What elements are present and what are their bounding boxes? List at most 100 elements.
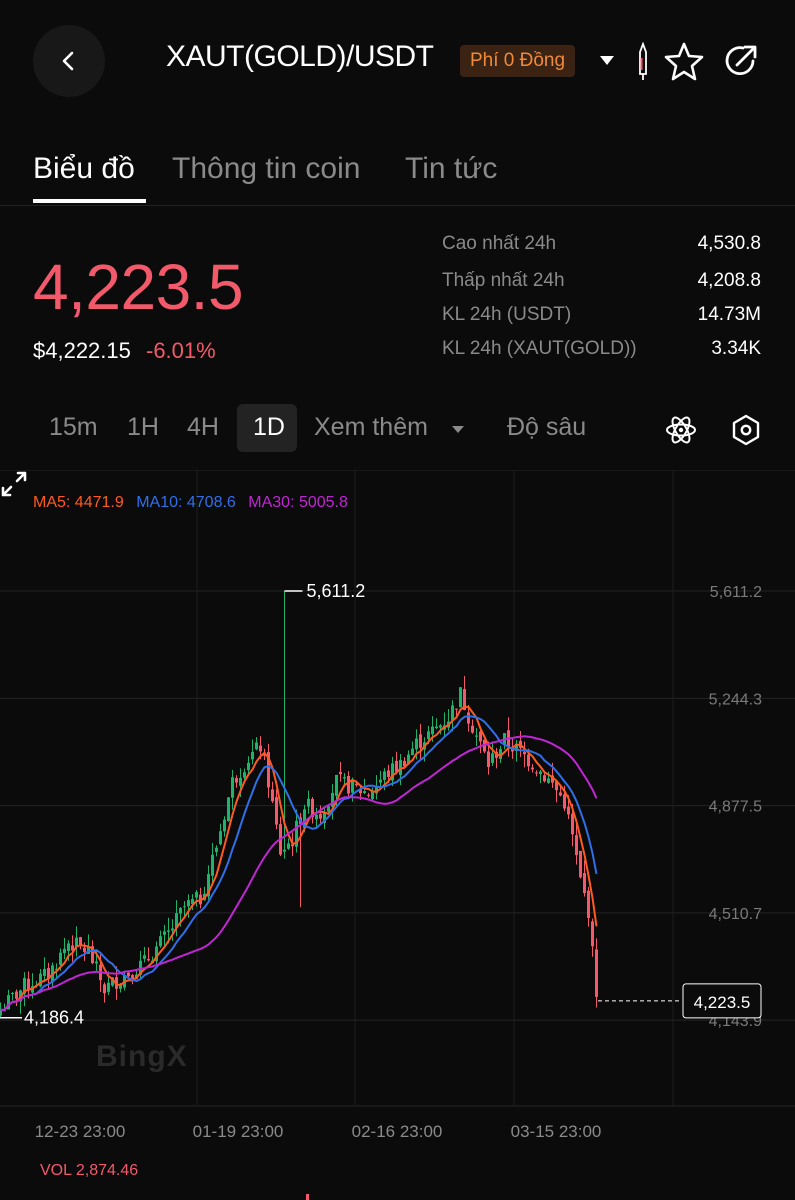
candle-body bbox=[535, 772, 538, 774]
last-price: 4,223.5 bbox=[33, 251, 244, 323]
candle-body bbox=[55, 968, 58, 970]
candle-body bbox=[407, 754, 410, 765]
candle-body bbox=[459, 687, 462, 708]
candle-body bbox=[139, 960, 142, 975]
candle-body bbox=[427, 731, 430, 740]
tab-coin-info[interactable]: Thông tin coin bbox=[172, 152, 361, 185]
candle-body bbox=[511, 748, 514, 752]
ma30-legend: MA30: 5005.8 bbox=[248, 494, 348, 511]
candle-body bbox=[467, 712, 470, 724]
top-bar: XAUT(GOLD)/USDT Phí 0 Đồng bbox=[0, 0, 795, 125]
price-alert-icon[interactable] bbox=[636, 42, 650, 82]
promo-badge[interactable]: Phí 0 Đồng bbox=[460, 45, 576, 77]
usd-price: $4,222.15 bbox=[33, 338, 131, 363]
candle-body bbox=[143, 955, 146, 959]
stat-label-low: Thấp nhất 24h bbox=[442, 270, 565, 291]
y-tick-label: 4,877.5 bbox=[709, 799, 762, 816]
candle-body bbox=[515, 743, 518, 751]
timeframe-more[interactable]: Xem thêm bbox=[314, 413, 428, 441]
indicators-atom-icon[interactable] bbox=[665, 414, 697, 446]
share-icon[interactable] bbox=[721, 41, 761, 81]
x-tick-label: 12-23 23:00 bbox=[35, 1122, 126, 1141]
candle-body bbox=[71, 945, 74, 951]
candle-body bbox=[259, 745, 262, 752]
favorite-star-icon[interactable] bbox=[664, 41, 704, 81]
candle-body bbox=[39, 973, 42, 987]
candle-body bbox=[235, 778, 238, 783]
candle-body bbox=[363, 791, 366, 794]
candle-body bbox=[23, 977, 26, 994]
candle-body bbox=[163, 931, 166, 935]
candle-body bbox=[435, 726, 438, 729]
candle-body bbox=[147, 958, 150, 961]
candle-body bbox=[171, 928, 174, 931]
candle-body bbox=[471, 725, 474, 733]
tab-chart[interactable]: Biểu đồ bbox=[33, 152, 135, 185]
caret-down-icon[interactable] bbox=[598, 53, 616, 67]
candle-body bbox=[227, 797, 230, 822]
stat-value-volume-usdt: 14.73M bbox=[697, 304, 761, 325]
price-chart[interactable]: 5,611.2 5,244.3 4,877.5 4,510.7 4,143.9 12-23… bbox=[0, 470, 795, 1200]
candle-body bbox=[415, 738, 418, 750]
y-tick-label: 5,611.2 bbox=[710, 584, 762, 601]
candle-body bbox=[47, 968, 50, 980]
stat-value-high: 4,530.8 bbox=[697, 233, 761, 254]
candle-body bbox=[575, 835, 578, 856]
candle-body bbox=[243, 772, 246, 778]
candle-body bbox=[587, 890, 590, 918]
candle-body bbox=[11, 992, 14, 994]
candle-body bbox=[7, 995, 10, 1010]
candle-body bbox=[383, 771, 386, 781]
timeframe-1h[interactable]: 1H bbox=[127, 413, 159, 441]
candle-body bbox=[431, 726, 434, 735]
candle-body bbox=[79, 937, 82, 946]
last-price-label: 4,223.5 bbox=[694, 993, 751, 1012]
tab-news[interactable]: Tin tức bbox=[405, 152, 498, 185]
candle-body bbox=[159, 936, 162, 947]
ma10-line bbox=[0, 714, 598, 1012]
candle-body bbox=[499, 749, 502, 759]
candle-body bbox=[103, 984, 106, 994]
back-button[interactable] bbox=[33, 25, 105, 97]
candle-body bbox=[127, 972, 130, 977]
candle-body bbox=[543, 775, 546, 782]
candle-body bbox=[367, 794, 370, 796]
candle-body bbox=[287, 843, 290, 849]
candle-body bbox=[207, 874, 210, 897]
ma30-line bbox=[0, 735, 598, 1012]
high-marker-label: 5,611.2 bbox=[307, 581, 366, 601]
timeframe-4h[interactable]: 4H bbox=[187, 413, 219, 441]
timeframe-15m[interactable]: 15m bbox=[49, 413, 98, 441]
candle-body bbox=[0, 1009, 2, 1016]
timeframe-1d[interactable]: 1D bbox=[253, 413, 285, 441]
volume-label: VOL 2,874.46 bbox=[40, 1162, 139, 1179]
depth-tab[interactable]: Độ sâu bbox=[507, 413, 587, 441]
candle-body bbox=[263, 753, 266, 756]
candle-body bbox=[379, 779, 382, 783]
candle-body bbox=[75, 937, 78, 947]
candle-body bbox=[179, 908, 182, 914]
candle-body bbox=[491, 753, 494, 763]
candle-body bbox=[531, 767, 534, 770]
candle-body bbox=[247, 762, 250, 771]
fullscreen-expand-icon[interactable] bbox=[0, 470, 28, 498]
chart-settings-icon[interactable] bbox=[731, 414, 761, 446]
candle-body bbox=[231, 777, 234, 798]
price-change: -6.01% bbox=[146, 338, 216, 363]
candle-body bbox=[527, 754, 530, 767]
candle-body bbox=[303, 809, 306, 828]
pair-title[interactable]: XAUT(GOLD)/USDT bbox=[166, 40, 434, 73]
candlestick-chart-svg[interactable]: 5,611.25,244.34,877.54,510.74,143.912-23… bbox=[0, 470, 795, 1200]
stat-label-volume-usdt: KL 24h (USDT) bbox=[442, 304, 572, 325]
candle-body bbox=[591, 921, 594, 947]
candle-body bbox=[175, 913, 178, 929]
candle-body bbox=[523, 751, 526, 755]
caret-down-icon[interactable] bbox=[451, 425, 465, 435]
stat-label-high: Cao nhất 24h bbox=[442, 233, 557, 254]
candle-body bbox=[551, 775, 554, 783]
candle-body bbox=[251, 751, 254, 760]
candle-body bbox=[583, 873, 586, 894]
candle-body bbox=[223, 819, 226, 832]
x-tick-label: 01-19 23:00 bbox=[193, 1122, 284, 1141]
candle-body bbox=[579, 850, 582, 878]
